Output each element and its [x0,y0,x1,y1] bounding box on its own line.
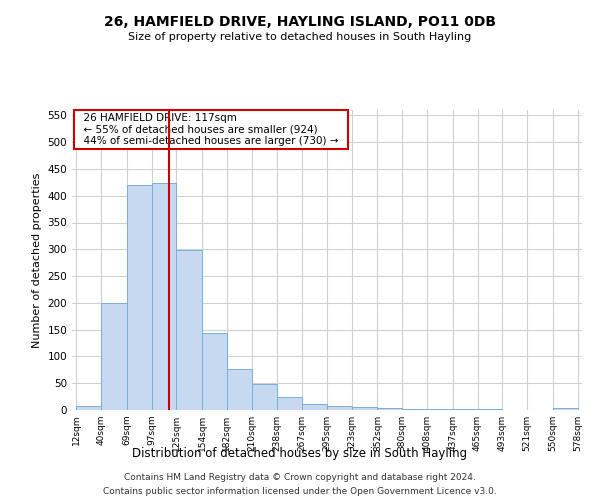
Bar [127,185,152,410]
Bar [327,406,352,410]
Bar [352,407,377,410]
Bar [152,184,176,410]
Bar [553,408,578,410]
Bar [377,408,402,410]
Bar [302,404,327,410]
Bar [252,384,277,410]
Text: Distribution of detached houses by size in South Hayling: Distribution of detached houses by size … [133,448,467,460]
Text: 26, HAMFIELD DRIVE, HAYLING ISLAND, PO11 0DB: 26, HAMFIELD DRIVE, HAYLING ISLAND, PO11… [104,15,496,29]
Bar [277,397,302,410]
Bar [101,303,127,410]
Text: Contains HM Land Registry data © Crown copyright and database right 2024.: Contains HM Land Registry data © Crown c… [124,472,476,482]
Y-axis label: Number of detached properties: Number of detached properties [32,172,42,348]
Text: Size of property relative to detached houses in South Hayling: Size of property relative to detached ho… [128,32,472,42]
Bar [176,250,202,410]
Text: 26 HAMFIELD DRIVE: 117sqm  
  ← 55% of detached houses are smaller (924)  
  44%: 26 HAMFIELD DRIVE: 117sqm ← 55% of detac… [77,113,345,146]
Bar [202,334,227,410]
Bar [76,406,101,410]
Text: Contains public sector information licensed under the Open Government Licence v3: Contains public sector information licen… [103,488,497,496]
Bar [227,369,252,410]
